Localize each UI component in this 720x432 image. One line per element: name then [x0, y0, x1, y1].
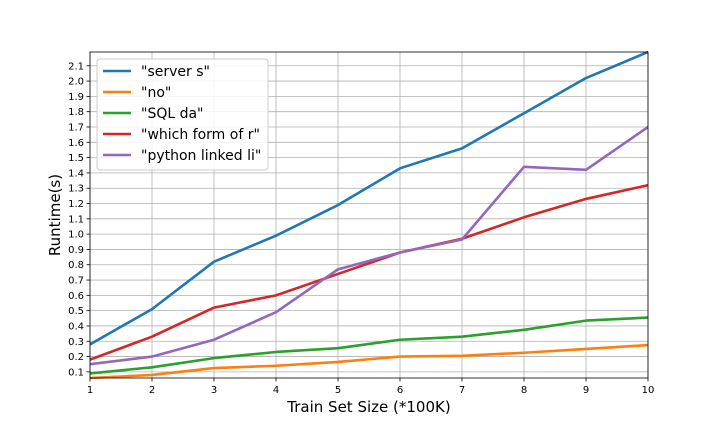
legend: "server s" "no" "SQL da" "which form of r" "… [96, 58, 269, 171]
x-tick-label: 9 [583, 385, 589, 396]
y-tick-label: 0.1 [68, 367, 84, 378]
y-tick-label: 1.7 [68, 122, 84, 133]
legend-label: "python linked li" [141, 148, 261, 164]
y-tick-label: 1.3 [68, 184, 84, 195]
y-tick-label: 1.2 [68, 199, 84, 210]
y-tick-label: 0.9 [68, 245, 84, 256]
legend-label: "which form of r" [141, 127, 260, 143]
y-axis-label: Runtime(s) [46, 174, 64, 256]
axis-ticks: 1 2 3 4 5 6 7 8 9 10 0.1 0.2 0.3 0.4 0.5 0.6 0.7 0.8 0.9 1.… [68, 61, 654, 396]
y-tick-label: 1.6 [68, 138, 84, 149]
x-tick-label: 2 [149, 385, 155, 396]
series-line-3 [90, 183, 648, 362]
y-tick-label: 1.0 [68, 230, 84, 241]
legend-label: "SQL da" [141, 106, 204, 122]
legend-label: "no" [141, 85, 171, 101]
x-axis-label: Train Set Size (*100K) [286, 398, 450, 416]
y-tick-label: 0.7 [68, 276, 84, 287]
y-tick-label: 1.5 [68, 153, 84, 164]
y-tick-label: 1.4 [68, 168, 84, 179]
x-tick-label: 4 [273, 385, 279, 396]
plot-frame [89, 51, 649, 379]
y-tick-label: 0.8 [68, 260, 84, 271]
legend-label: "server s" [141, 64, 210, 80]
y-tick-label: 0.5 [68, 306, 84, 317]
x-tick-label: 7 [459, 385, 465, 396]
x-tick-label: 3 [211, 385, 217, 396]
x-tick-label: 6 [397, 385, 403, 396]
series-line-4 [90, 125, 648, 366]
series-line-2 [90, 316, 648, 375]
y-tick-label: 2.0 [68, 77, 84, 88]
y-tick-label: 0.6 [68, 291, 84, 302]
legend-box [96, 58, 269, 171]
x-tick-label: 8 [521, 385, 527, 396]
y-tick-label: 0.4 [68, 321, 84, 332]
y-tick-label: 0.3 [68, 337, 84, 348]
y-tick-label: 0.2 [68, 352, 84, 363]
series-line-0 [90, 50, 648, 346]
y-tick-label: 1.8 [68, 107, 84, 118]
y-tick-label: 2.1 [68, 61, 84, 72]
y-tick-label: 1.9 [68, 92, 84, 103]
x-tick-label: 5 [335, 385, 341, 396]
x-tick-label: 1 [87, 385, 93, 396]
x-tick-label: 10 [642, 385, 655, 396]
series-lines [90, 50, 648, 380]
y-tick-label: 1.1 [68, 214, 84, 225]
series-line-1 [90, 343, 648, 380]
